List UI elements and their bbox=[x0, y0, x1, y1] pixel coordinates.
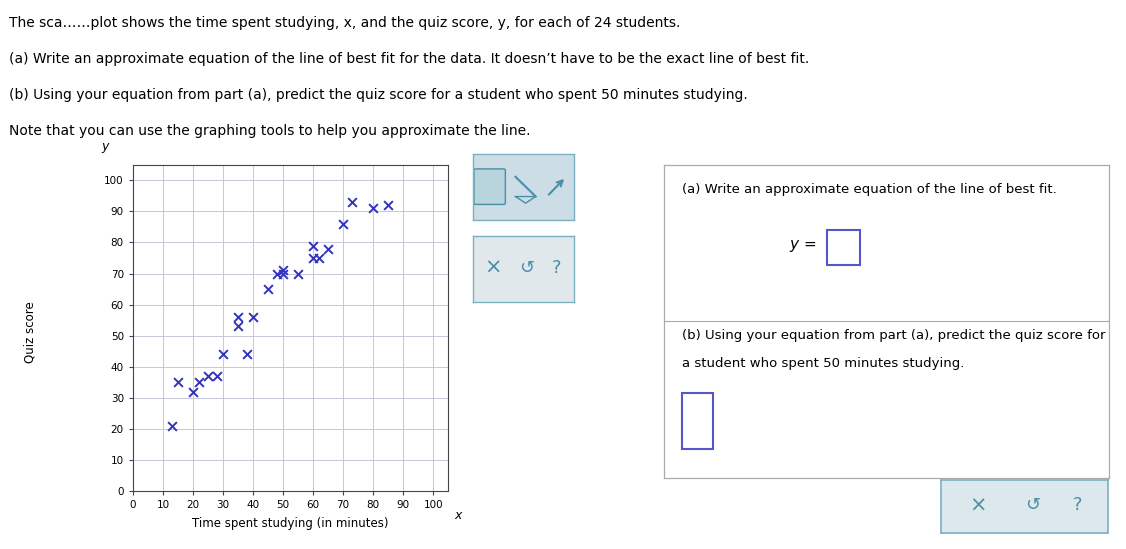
Text: ×: × bbox=[484, 257, 502, 278]
Text: a student who spent 50 minutes studying.: a student who spent 50 minutes studying. bbox=[682, 357, 965, 370]
Point bbox=[208, 372, 226, 380]
Point bbox=[289, 269, 307, 278]
X-axis label: Time spent studying (in minutes): Time spent studying (in minutes) bbox=[193, 517, 388, 530]
Text: ?: ? bbox=[1073, 496, 1083, 514]
Text: Note that you can use the graphing tools to help you approximate the line.: Note that you can use the graphing tools… bbox=[9, 124, 530, 138]
FancyBboxPatch shape bbox=[474, 169, 506, 204]
Text: $y$: $y$ bbox=[101, 141, 111, 155]
Text: (a) Write an approximate equation of the line of best fit for the data. It doesn: (a) Write an approximate equation of the… bbox=[9, 52, 810, 66]
Point bbox=[274, 266, 292, 275]
Point bbox=[343, 198, 361, 206]
Point bbox=[334, 220, 352, 228]
Point bbox=[214, 350, 232, 359]
Point bbox=[169, 378, 187, 387]
Point bbox=[304, 254, 322, 262]
Point bbox=[268, 269, 286, 278]
Text: ↺: ↺ bbox=[519, 259, 534, 277]
Text: ↺: ↺ bbox=[1026, 496, 1040, 514]
Point bbox=[259, 285, 277, 294]
Text: Quiz score: Quiz score bbox=[24, 301, 37, 363]
Point bbox=[238, 350, 256, 359]
Point bbox=[379, 201, 397, 210]
Point bbox=[364, 204, 382, 212]
Point bbox=[310, 254, 328, 262]
Text: (b) Using your equation from part (a), predict the quiz score for a student who : (b) Using your equation from part (a), p… bbox=[9, 88, 748, 102]
Point bbox=[274, 269, 292, 278]
Point bbox=[229, 322, 247, 331]
FancyBboxPatch shape bbox=[826, 231, 860, 265]
FancyBboxPatch shape bbox=[682, 393, 713, 450]
Point bbox=[199, 372, 217, 380]
Point bbox=[190, 378, 208, 387]
Text: (b) Using your equation from part (a), predict the quiz score for: (b) Using your equation from part (a), p… bbox=[682, 329, 1106, 342]
Text: $x$: $x$ bbox=[455, 509, 464, 522]
Point bbox=[184, 388, 202, 396]
Point bbox=[229, 313, 247, 322]
Point bbox=[244, 313, 262, 322]
Point bbox=[304, 241, 322, 250]
Text: (a) Write an approximate equation of the line of best fit.: (a) Write an approximate equation of the… bbox=[682, 183, 1057, 197]
Text: $y$ =: $y$ = bbox=[789, 238, 817, 254]
Text: The sca……plot shows the time spent studying, x, and the quiz score, y, for each : The sca……plot shows the time spent study… bbox=[9, 16, 680, 31]
Point bbox=[319, 244, 337, 253]
Text: ?: ? bbox=[552, 259, 561, 277]
Point bbox=[163, 422, 181, 430]
Text: ×: × bbox=[969, 495, 986, 516]
